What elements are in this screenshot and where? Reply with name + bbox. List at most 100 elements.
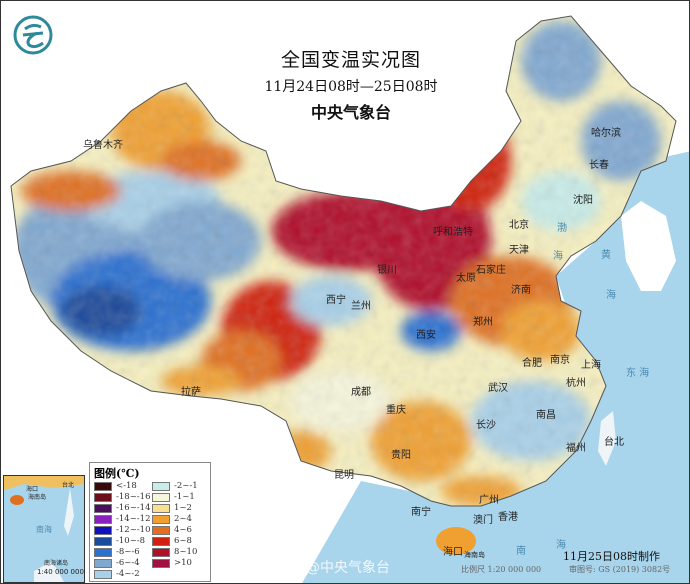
map-scale: 比例尺 1:20 000 000: [461, 565, 542, 574]
city-label: 南京: [550, 355, 570, 366]
legend-item: -4~-2: [94, 569, 140, 579]
legend-label: -1~1: [174, 492, 195, 502]
legend-label: -8~-6: [116, 547, 140, 557]
legend-item: -8~-6: [94, 547, 140, 557]
legend-swatch: [152, 503, 170, 513]
legend-item: 4~6: [152, 525, 192, 535]
city-label: 贵阳: [391, 450, 411, 461]
legend-label: -14~-12: [116, 514, 151, 524]
hainan-island: [436, 527, 476, 555]
legend-swatch: [152, 536, 170, 546]
sea-label: 南: [516, 546, 526, 557]
sea-label: 海: [553, 251, 563, 262]
inset-haikou-label: 海口: [26, 486, 39, 493]
legend-label: 4~6: [174, 525, 192, 535]
city-label: 海南岛: [464, 551, 485, 559]
legend-item: -16~-14: [94, 503, 151, 513]
review-number: 审图号: GS (2019) 3082号: [569, 565, 671, 574]
legend-label: -12~-10: [116, 525, 151, 535]
sea-label: 海: [556, 540, 566, 551]
inset-title: 南海诸岛: [44, 560, 69, 567]
city-label: 郑州: [473, 317, 493, 328]
city-label: 海口: [443, 547, 463, 558]
city-label: 昆明: [334, 470, 354, 481]
legend-item: 1~2: [152, 503, 192, 513]
city-label: 乌鲁木齐: [83, 140, 123, 151]
city-label: 澳门: [473, 515, 493, 526]
legend-label: 6~8: [174, 536, 192, 546]
south-china-sea-inset: 海口 海南岛 台北 南海 南海诸岛 1:40 000 000: [3, 475, 85, 583]
city-label: 成都: [351, 387, 371, 398]
sea-area: [302, 151, 689, 583]
legend-swatch: [94, 569, 112, 579]
inset-hainan-label: 海南岛: [28, 494, 47, 501]
city-label: 南昌: [536, 410, 556, 421]
legend-title: 图例(℃): [94, 467, 140, 480]
city-label: 香港: [498, 512, 518, 523]
watermark: @中央气象台: [306, 560, 390, 576]
city-label: 沈阳: [573, 195, 593, 206]
legend-label: 1~2: [174, 503, 192, 513]
city-label: 拉萨: [181, 387, 201, 398]
city-label: 石家庄: [476, 265, 506, 276]
legend-item: <-18: [94, 481, 137, 491]
city-label: 长春: [589, 160, 609, 171]
legend-item: -18~-16: [94, 492, 151, 502]
cma-logo-icon: [13, 15, 53, 59]
legend-item: -12~-10: [94, 525, 151, 535]
legend-label: -4~-2: [116, 569, 140, 579]
city-label: 天津: [509, 245, 529, 256]
legend: 图例(℃) <-18 -18~-16 -16~-14 -14~-12 -12~-10 -1…: [89, 462, 211, 582]
city-label: 长沙: [476, 420, 496, 431]
city-label: 兰州: [351, 301, 371, 312]
city-label: 福州: [566, 443, 586, 454]
legend-swatch: [152, 547, 170, 557]
legend-item: 8~10: [152, 547, 197, 557]
city-label: 南宁: [411, 507, 431, 518]
legend-item: 6~8: [152, 536, 192, 546]
legend-swatch: [94, 492, 112, 502]
city-label: 杭州: [566, 378, 586, 389]
city-label: 银川: [377, 265, 397, 276]
legend-item: >10: [152, 558, 192, 568]
legend-label: 8~10: [174, 547, 198, 557]
legend-swatch: [152, 558, 170, 568]
sea-label: 海: [639, 368, 650, 379]
city-label: 西安: [416, 330, 436, 341]
city-label: 呼和浩特: [433, 227, 473, 238]
legend-label: -10~-8: [116, 536, 146, 546]
legend-item: -2~-1: [152, 481, 198, 491]
legend-label: -16~-14: [116, 503, 151, 513]
legend-swatch: [94, 536, 112, 546]
city-label: 合肥: [522, 358, 542, 369]
city-label: 济南: [511, 285, 531, 296]
city-label: 西宁: [326, 295, 346, 306]
map-agency: 中央气象台: [310, 103, 391, 122]
korean-peninsula: [621, 201, 676, 291]
legend-swatch: [152, 514, 170, 524]
issued-time: 11月25日08时制作: [563, 550, 660, 563]
legend-item: -10~-8: [94, 536, 145, 546]
sea-label: 海: [606, 290, 616, 301]
taiwan-island: [598, 411, 616, 466]
sea-label: 东: [626, 368, 636, 379]
legend-swatch: [152, 481, 170, 491]
city-label: 台北: [604, 437, 624, 448]
legend-swatch: [94, 547, 112, 557]
inset-taipei-label: 台北: [62, 482, 75, 489]
legend-label: -18~-16: [116, 492, 151, 502]
legend-swatch: [94, 503, 112, 513]
legend-label: >10: [174, 558, 192, 568]
city-label: 广州: [479, 495, 499, 506]
legend-label: <-18: [116, 481, 137, 491]
city-label: 太原: [456, 273, 476, 284]
legend-label: 2~4: [174, 514, 192, 524]
city-label: 哈尔滨: [591, 128, 621, 139]
legend-swatch: [94, 514, 112, 524]
inset-sea-label: 南海: [36, 525, 52, 534]
legend-label: -6~-4: [116, 558, 140, 568]
city-label: 上海: [581, 360, 601, 371]
legend-label: -2~-1: [174, 481, 198, 491]
city-label: 重庆: [386, 405, 406, 416]
